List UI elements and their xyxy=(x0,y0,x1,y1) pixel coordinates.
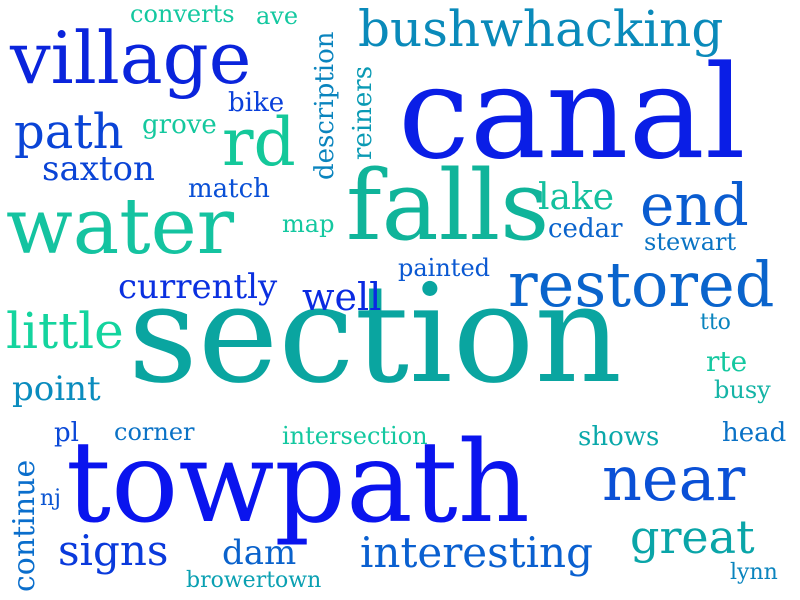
word-end: end xyxy=(640,171,749,239)
word-section: section xyxy=(128,256,623,414)
word-reiners: reiners xyxy=(348,65,378,160)
word-interesting: interesting xyxy=(360,528,593,577)
word-rte: rte xyxy=(706,345,748,378)
word-converts: converts xyxy=(130,0,235,28)
word-ave: ave xyxy=(256,2,299,30)
word-bike: bike xyxy=(228,88,285,118)
word-corner: corner xyxy=(114,418,195,446)
word-bushwhacking: bushwhacking xyxy=(358,0,724,58)
word-tto: tto xyxy=(700,310,731,335)
word-canal: canal xyxy=(398,39,746,188)
word-intersection: intersection xyxy=(282,422,428,450)
word-cedar: cedar xyxy=(548,214,623,244)
word-little: little xyxy=(6,302,124,360)
word-shows: shows xyxy=(578,422,660,452)
word-nj: nj xyxy=(40,486,61,511)
word-grove: grove xyxy=(142,110,217,140)
word-falls: falls xyxy=(346,150,550,262)
word-path: path xyxy=(14,104,124,160)
word-continue: continue xyxy=(7,459,42,592)
word-match: match xyxy=(188,174,270,204)
word-currently: currently xyxy=(118,267,278,307)
word-pl: pl xyxy=(54,418,79,448)
word-busy: busy xyxy=(714,376,771,404)
word-lake: lake xyxy=(538,177,615,218)
word-head: head xyxy=(722,418,787,448)
word-description: description xyxy=(310,31,340,180)
word-water: water xyxy=(6,182,235,272)
word-lynn: lynn xyxy=(730,560,778,585)
word-browertown: browertown xyxy=(186,568,322,593)
word-great: great xyxy=(630,510,755,564)
word-towpath: towpath xyxy=(66,418,530,548)
word-painted: painted xyxy=(398,254,491,282)
word-rd: rd xyxy=(222,104,296,181)
word-stewart: stewart xyxy=(644,228,737,256)
word-restored: restored xyxy=(508,248,775,321)
word-saxton: saxton xyxy=(42,149,155,189)
word-point: point xyxy=(12,369,101,409)
word-well: well xyxy=(302,275,382,319)
word-signs: signs xyxy=(58,526,169,575)
word-village: village xyxy=(10,16,252,100)
word-map: map xyxy=(282,210,335,238)
word-dam: dam xyxy=(222,533,297,573)
word-near: near xyxy=(602,442,746,515)
